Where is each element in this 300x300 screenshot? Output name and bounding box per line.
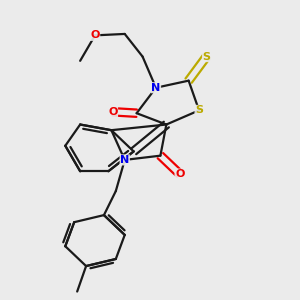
Text: S: S xyxy=(195,105,203,116)
Text: S: S xyxy=(202,52,211,61)
Text: N: N xyxy=(120,155,129,165)
Text: O: O xyxy=(108,107,118,117)
Text: O: O xyxy=(175,169,184,179)
Text: N: N xyxy=(151,83,160,93)
Text: O: O xyxy=(90,30,100,40)
